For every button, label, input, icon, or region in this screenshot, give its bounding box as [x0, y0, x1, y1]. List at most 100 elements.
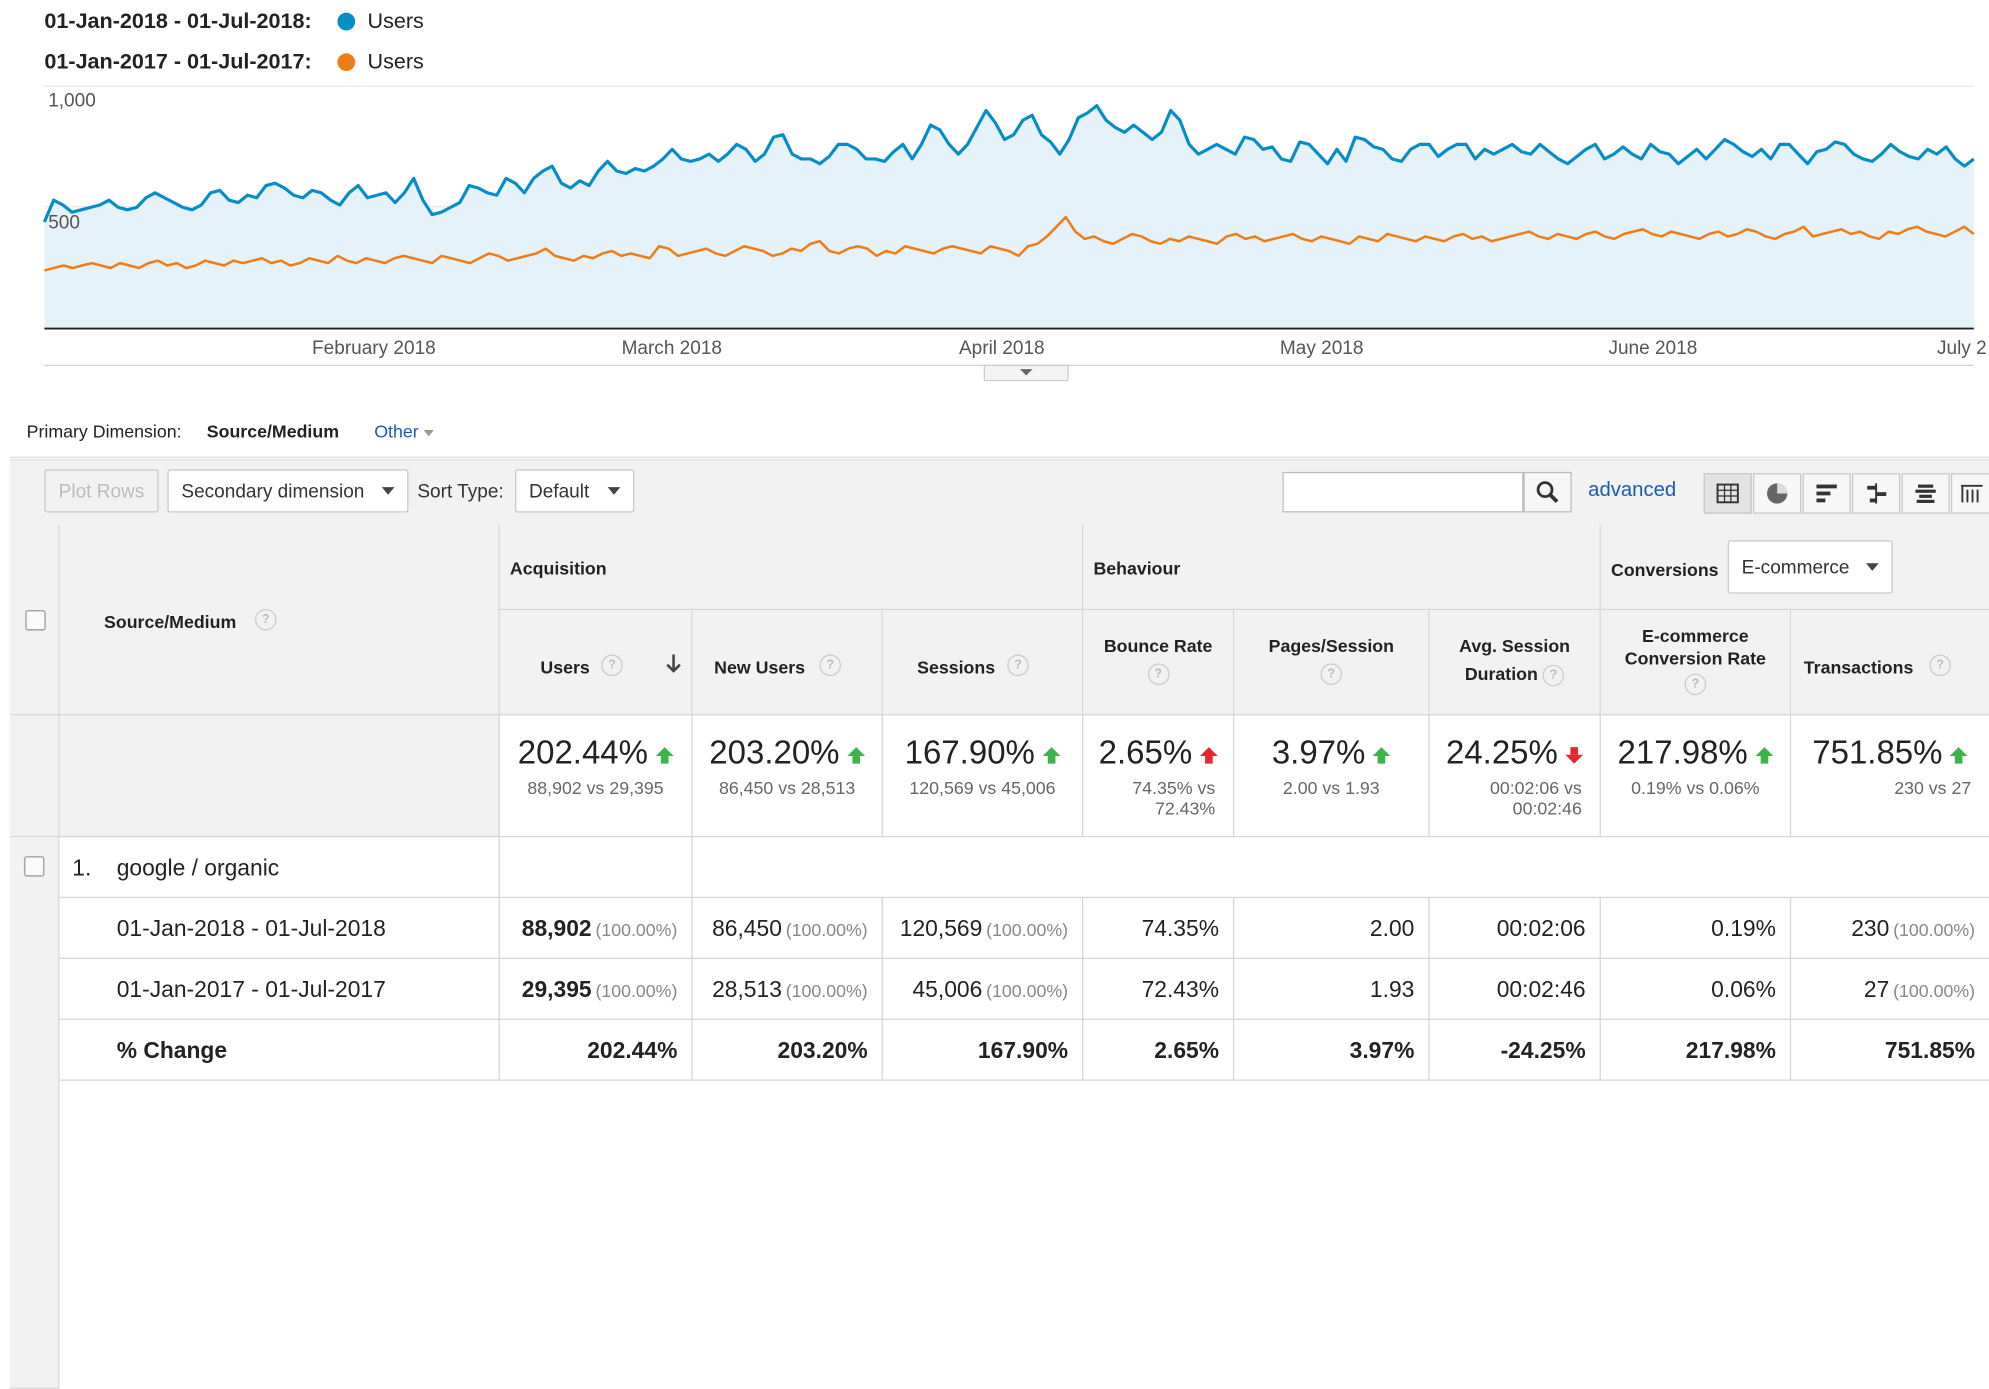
summary-compare: 120,569 vs 45,006 [909, 777, 1056, 798]
summary-value: 3.97% [1271, 733, 1366, 772]
sort-type-select[interactable]: Default [515, 469, 635, 513]
cell-value: -24.25% [1500, 1037, 1586, 1064]
series-line-2018[interactable] [42, 104, 1975, 223]
view-pie-button[interactable] [1753, 473, 1802, 514]
search-button[interactable] [1523, 471, 1572, 513]
select-all-checkbox[interactable] [25, 610, 46, 631]
cell-avg-session: 00:02:46 [1429, 958, 1601, 1020]
legend-metric: Users [367, 49, 424, 74]
select-all-cell [10, 525, 60, 716]
cell-bounce-rate: 74.35% [1083, 898, 1235, 959]
summary-dimension-cell [59, 715, 500, 838]
comparison-icon [1867, 483, 1887, 504]
secondary-dimension-select[interactable]: Secondary dimension [167, 469, 409, 513]
cell-transactions: 230 (100.00%) [1791, 898, 1989, 959]
help-icon[interactable]: ? [1007, 654, 1029, 677]
col-transactions[interactable]: Transactions ? [1791, 610, 1989, 716]
advanced-filter-link[interactable]: advanced [1588, 479, 1677, 502]
help-icon[interactable]: ? [1320, 663, 1343, 685]
cell-pages-session: 2.00 [1234, 898, 1430, 959]
view-pivot-button[interactable] [1950, 473, 1989, 514]
col-pages-session[interactable]: Pages/Session ? [1234, 610, 1430, 716]
primary-dimension-source-medium[interactable]: Source/Medium [206, 421, 340, 442]
arrow-up-red-icon [1199, 747, 1218, 764]
summary-value: 217.98% [1617, 733, 1748, 772]
cell-value: 167.90% [977, 1037, 1069, 1064]
cell-sessions: 45,006 (100.00%) [882, 958, 1084, 1020]
col-sessions[interactable]: Sessions ? [882, 610, 1084, 716]
col-ecommerce-conversion-rate[interactable]: E-commerce Conversion Rate ? [1600, 610, 1792, 716]
conversion-type-select[interactable]: E-commerce [1727, 540, 1893, 594]
cell-value: 751.85% [1884, 1037, 1976, 1064]
summary-avg-session: 24.25% 00:02:06 vs 00:02:46 [1429, 715, 1601, 838]
cell-sessions: 167.90% [882, 1019, 1084, 1081]
cell-pages-session: 1.93 [1234, 958, 1430, 1020]
summary-value: 203.20% [709, 733, 840, 772]
col-avg-session-label-1: Avg. Session [1459, 635, 1571, 656]
help-icon[interactable]: ? [601, 654, 623, 677]
row-dimension-link[interactable]: google / organic [116, 854, 280, 881]
help-icon[interactable]: ? [254, 608, 277, 631]
cell-value: 29,395 [521, 976, 592, 1003]
cell-value: 45,006 [912, 976, 983, 1003]
arrow-up-icon [1042, 747, 1061, 764]
row-checkbox[interactable] [24, 856, 45, 877]
help-icon[interactable]: ? [1542, 664, 1565, 687]
cell-transactions: 751.85% [1791, 1020, 1989, 1081]
plot-rows-button[interactable]: Plot Rows [44, 469, 159, 513]
col-ecom-label-2: Conversion Rate [1624, 648, 1766, 669]
summary-sessions: 167.90% 120,569 vs 45,006 [882, 715, 1084, 838]
help-icon[interactable]: ? [1684, 673, 1707, 696]
y-tick-label: 500 [48, 212, 80, 233]
period-label: % Change [116, 1037, 228, 1064]
series-line-2017[interactable] [44, 215, 1975, 272]
sort-type-label: Sort Type: [417, 480, 504, 503]
help-icon[interactable]: ? [1929, 654, 1951, 677]
summary-value: 2.65% [1098, 733, 1193, 772]
cell-percent: (100.00%) [595, 980, 678, 1001]
col-new-users[interactable]: New Users ? [692, 610, 883, 716]
group-conversions-label: Conversions [1610, 559, 1719, 580]
table-row[interactable]: 1. google / organic [59, 837, 500, 899]
users-line-chart[interactable]: 1,000 500 February 2018 March 2018 April… [0, 76, 1989, 387]
cell-percent: (100.00%) [785, 980, 868, 1001]
col-avg-session-duration[interactable]: Avg. Session Duration ? [1429, 610, 1601, 716]
caret-down-icon [381, 487, 395, 495]
cell-value: 230 [1851, 915, 1890, 942]
row-users-blank [499, 837, 693, 899]
help-icon[interactable]: ? [1147, 663, 1169, 685]
arrow-up-icon [847, 747, 865, 764]
view-term-cloud-button[interactable] [1901, 473, 1950, 514]
group-behaviour: Behaviour [1083, 525, 1601, 611]
help-icon[interactable]: ? [819, 654, 842, 677]
cell-percent: (100.00%) [595, 919, 678, 940]
primary-dimension-other[interactable]: Other [374, 421, 434, 441]
view-comparison-button[interactable] [1852, 473, 1901, 514]
divider [10, 456, 1989, 458]
row-blank [692, 837, 1989, 899]
col-bounce-rate-label: Bounce Rate [1103, 635, 1213, 656]
cell-sessions: 120,569 (100.00%) [882, 898, 1084, 959]
summary-compare: 00:02:06 vs [1489, 777, 1582, 798]
col-users[interactable]: Users ? [499, 610, 693, 716]
summary-new-users: 203.20% 86,450 vs 28,513 [692, 715, 883, 838]
view-data-table-button[interactable] [1703, 473, 1752, 514]
table-search-input[interactable] [1282, 471, 1524, 513]
x-tick-label: April 2018 [959, 338, 1045, 359]
cell-value: 0.19% [1711, 915, 1776, 942]
cell-value: 74.35% [1141, 915, 1220, 942]
cell-users: 88,902 (100.00%) [499, 898, 693, 959]
group-acquisition: Acquisition [499, 525, 1084, 611]
col-new-users-label: New Users [714, 657, 805, 678]
view-performance-button[interactable] [1802, 473, 1851, 514]
y-tick-label: 1,000 [48, 91, 96, 112]
summary-compare: 88,902 vs 29,395 [527, 777, 664, 798]
cell-percent: (100.00%) [986, 980, 1069, 1001]
change-row-label: % Change [59, 1019, 500, 1081]
col-transactions-label: Transactions [1803, 657, 1914, 678]
col-ecom-label-1: E-commerce [1642, 625, 1749, 646]
summary-compare: 2.00 vs 1.93 [1282, 777, 1380, 798]
sort-desc-icon[interactable] [666, 653, 681, 673]
col-bounce-rate[interactable]: Bounce Rate ? [1083, 610, 1235, 716]
dimension-header[interactable]: Source/Medium ? [59, 525, 500, 716]
